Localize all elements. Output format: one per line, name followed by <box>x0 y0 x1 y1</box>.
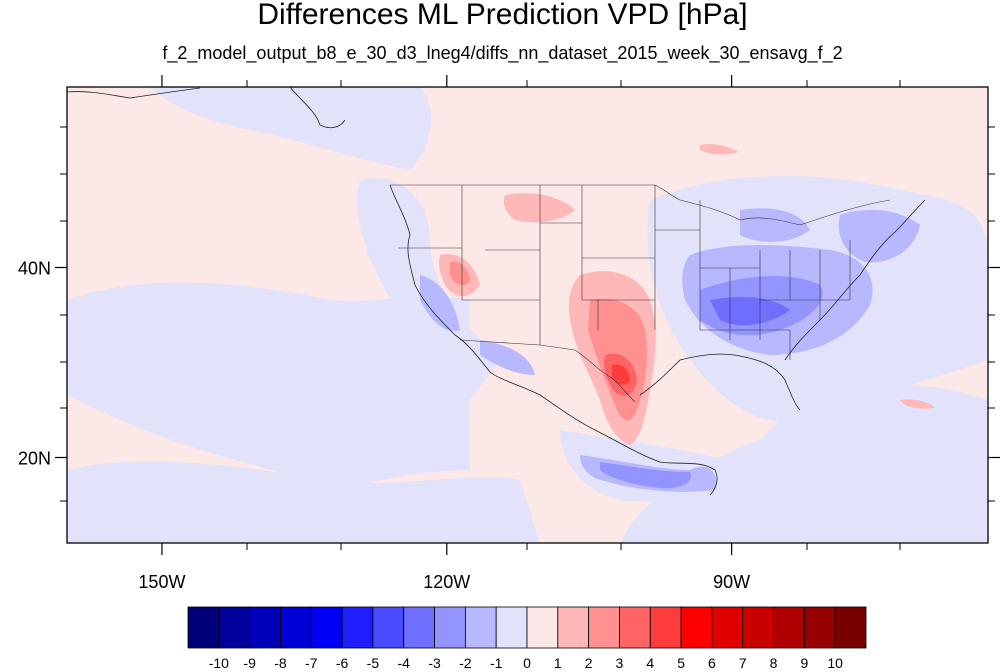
colorbar-label: 1 <box>554 655 562 671</box>
blue-zone-subtropical-pacific <box>67 282 470 490</box>
colorbar-label: 8 <box>770 655 778 671</box>
red-zone-northern-plains <box>503 193 575 223</box>
colorbar-swatch <box>187 606 220 649</box>
lat-tick-label: 20N <box>18 449 51 469</box>
colorbar-swatch <box>588 606 620 649</box>
colorbar-swatch <box>834 606 867 649</box>
us-canada-border <box>390 184 891 226</box>
colorbar-swatch <box>773 606 805 649</box>
red-zone-great-basin-core <box>450 261 470 286</box>
colorbar-swatch <box>280 606 312 649</box>
blue-zone-north-pacific <box>150 87 431 170</box>
colorbar-swatch <box>557 606 590 649</box>
colorbar-swatch <box>310 606 343 649</box>
colorbar-swatch <box>495 606 528 649</box>
lon-tick-label: 90W <box>713 572 750 592</box>
colorbar-label: 2 <box>585 655 593 671</box>
colorbar-label: -6 <box>336 655 349 671</box>
colorbar-label: -4 <box>398 655 411 671</box>
blue-zone-mexico-west <box>480 340 535 375</box>
north-america-outline <box>389 184 926 496</box>
colorbar-label: 10 <box>827 655 843 671</box>
blue-zone-northeast <box>838 209 920 263</box>
lon-tick-label: 120W <box>423 572 470 592</box>
colorbar-swatch <box>526 606 559 649</box>
blue-zone-southern-pacific <box>67 461 540 543</box>
red-zone-south-texas-core <box>612 364 630 385</box>
colorbar-label: 5 <box>677 655 685 671</box>
minor-ticks <box>60 80 995 550</box>
colorbar-label: -10 <box>209 655 229 671</box>
blue-zone-pacific-mexico-core <box>600 462 691 489</box>
colorbar-swatch <box>711 606 744 649</box>
axis-ticks: 150W 120W 90W 40N 20N <box>18 75 1000 592</box>
blue-zone-atlantic <box>620 385 988 543</box>
colorbar-label: -9 <box>243 655 256 671</box>
state-borders <box>390 184 891 403</box>
colorbar-label: -1 <box>490 655 503 671</box>
colorbar-swatch <box>464 606 497 649</box>
colorbar-swatch <box>218 606 251 649</box>
us-mexico-border <box>459 339 636 403</box>
state-lines-west <box>398 185 656 345</box>
vpd-difference-field <box>67 87 988 543</box>
state-lines-east <box>655 200 851 360</box>
colorbar-label: 0 <box>523 655 531 671</box>
lon-tick-label: 150W <box>138 572 185 592</box>
colorbar-label: -5 <box>367 655 380 671</box>
colorbar-swatch <box>742 606 774 649</box>
colorbar-swatch <box>403 606 435 649</box>
colorbar: -10 -9 -8 -7 -6 -5 -4 -3 -2 -1 0 1 2 3 4 5 6 7 8 9 10 <box>187 606 867 671</box>
map-subtitle: f_2_model_output_b8_e_30_d3_lneg4/diffs_… <box>162 43 843 63</box>
colorbar-label: 9 <box>800 655 808 671</box>
red-zone-gulf-coast-atlantic <box>900 399 935 409</box>
red-zone-caribbean-north <box>700 144 738 155</box>
colorbar-label: -7 <box>305 655 318 671</box>
colorbar-label: -2 <box>459 655 472 671</box>
colorbar-label: 6 <box>708 655 716 671</box>
map-title: Differences ML Prediction VPD [hPa] <box>257 0 748 31</box>
lat-tick-label: 40N <box>18 259 51 279</box>
colorbar-label: -3 <box>428 655 441 671</box>
colorbar-label: -8 <box>274 655 287 671</box>
colorbar-swatch <box>249 606 281 649</box>
alaska-coastline <box>67 87 346 129</box>
colorbar-label: 7 <box>739 655 747 671</box>
colorbar-swatch <box>372 606 405 649</box>
colorbar-swatch <box>649 606 682 649</box>
colorbar-swatch <box>341 606 374 649</box>
colorbar-swatch <box>619 606 651 649</box>
colorbar-swatch <box>803 606 836 649</box>
colorbar-swatch <box>434 606 466 649</box>
blue-zone-southwest-coast <box>420 275 460 331</box>
coastlines <box>67 87 926 496</box>
blue-zone-great-lakes <box>740 208 810 242</box>
colorbar-label: 4 <box>646 655 654 671</box>
colorbar-swatch <box>680 606 713 649</box>
colorbar-label: 3 <box>616 655 624 671</box>
